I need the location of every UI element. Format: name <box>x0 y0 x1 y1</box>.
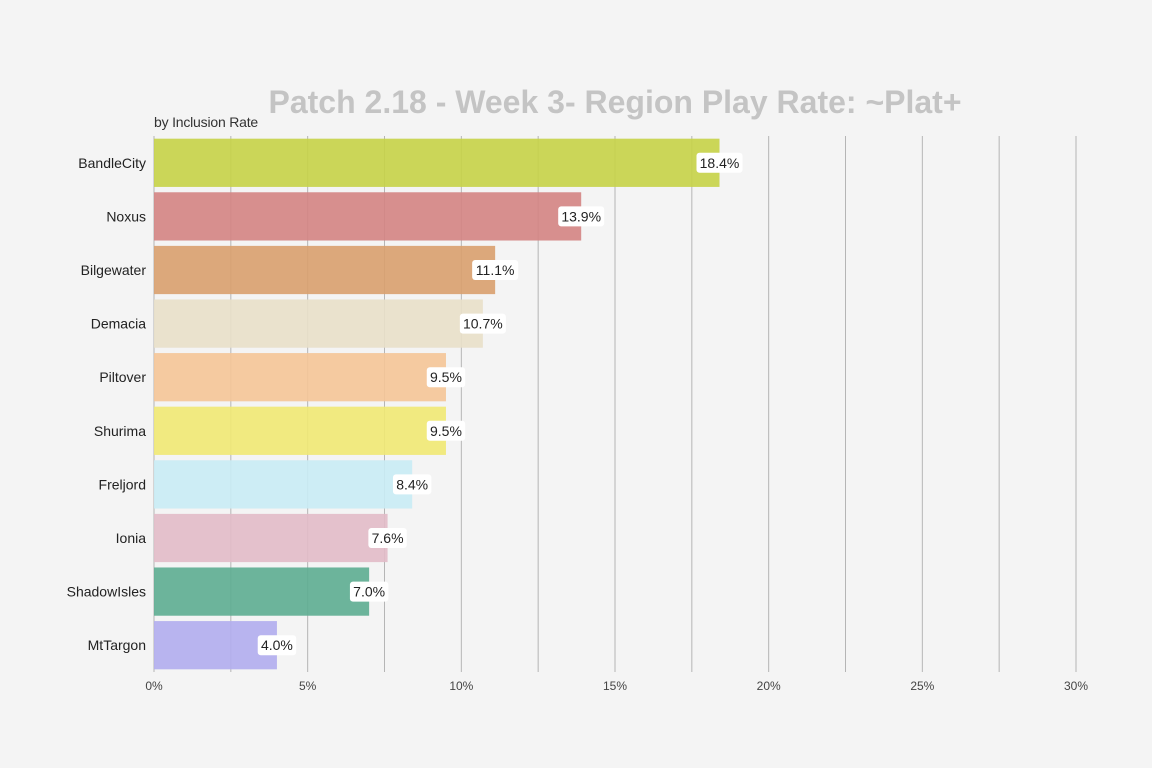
bar <box>154 138 720 187</box>
category-labels: BandleCity Noxus Bilgewater Demacia Piltover… <box>67 155 147 653</box>
data-label-box <box>472 260 519 280</box>
bar <box>154 353 446 402</box>
data-label: 18.4% <box>700 155 740 171</box>
bar <box>154 192 582 241</box>
data-label: 7.6% <box>372 530 404 546</box>
category-label: BandleCity <box>78 155 146 171</box>
grid-lines <box>153 136 1077 672</box>
data-label: 7.0% <box>353 584 385 600</box>
category-label: Ionia <box>116 530 147 546</box>
data-label-box <box>392 474 432 495</box>
data-label: 4.0% <box>261 637 293 653</box>
data-label-box <box>459 313 506 334</box>
bar <box>154 299 483 348</box>
data-label: 9.5% <box>430 423 462 439</box>
x-tick-labels: 0% 5% 10% 15% 20% 25% 30% <box>145 679 1088 693</box>
category-label: Noxus <box>106 208 146 224</box>
bar <box>154 513 388 563</box>
data-label: 13.9% <box>561 208 601 224</box>
category-label: Freljord <box>99 476 146 492</box>
x-tick-label: 25% <box>910 679 934 693</box>
data-labels: 18.4% 13.9% 11.1% 10.7% 9.5% 9.5% 8.4% 7.6% 7.0%… <box>257 152 743 656</box>
x-tick-label: 0% <box>145 679 163 693</box>
category-label: Piltover <box>99 369 146 385</box>
data-label-box <box>368 528 407 548</box>
data-label-box <box>349 581 389 602</box>
x-tick-label: 5% <box>299 679 317 693</box>
chart-subtitle: by Inclusion Rate <box>154 114 258 130</box>
data-label: 8.4% <box>396 476 428 492</box>
data-label-box <box>426 367 466 388</box>
category-label: Bilgewater <box>81 262 147 278</box>
category-label: Demacia <box>91 316 146 332</box>
bar <box>154 460 413 509</box>
chart-title: Patch 2.18 - Week 3- Region Play Rate: ~… <box>268 84 962 120</box>
data-label: 10.7% <box>463 316 503 332</box>
bars <box>154 138 720 670</box>
category-label: Shurima <box>94 423 146 439</box>
x-tick-label: 10% <box>449 679 473 693</box>
data-label-box <box>257 635 297 656</box>
category-label: MtTargon <box>88 637 146 653</box>
bar <box>154 567 370 616</box>
x-tick-label: 30% <box>1064 679 1088 693</box>
data-label: 11.1% <box>476 262 515 278</box>
data-label: 9.5% <box>430 369 462 385</box>
x-tick-label: 20% <box>757 679 781 693</box>
data-label-box <box>696 152 743 173</box>
x-tick-label: 15% <box>603 679 627 693</box>
data-label-box <box>426 420 466 441</box>
bar <box>154 245 496 295</box>
category-label: ShadowIsles <box>67 584 146 600</box>
bar <box>154 406 446 455</box>
data-label-box <box>558 206 605 227</box>
bar <box>154 621 277 670</box>
